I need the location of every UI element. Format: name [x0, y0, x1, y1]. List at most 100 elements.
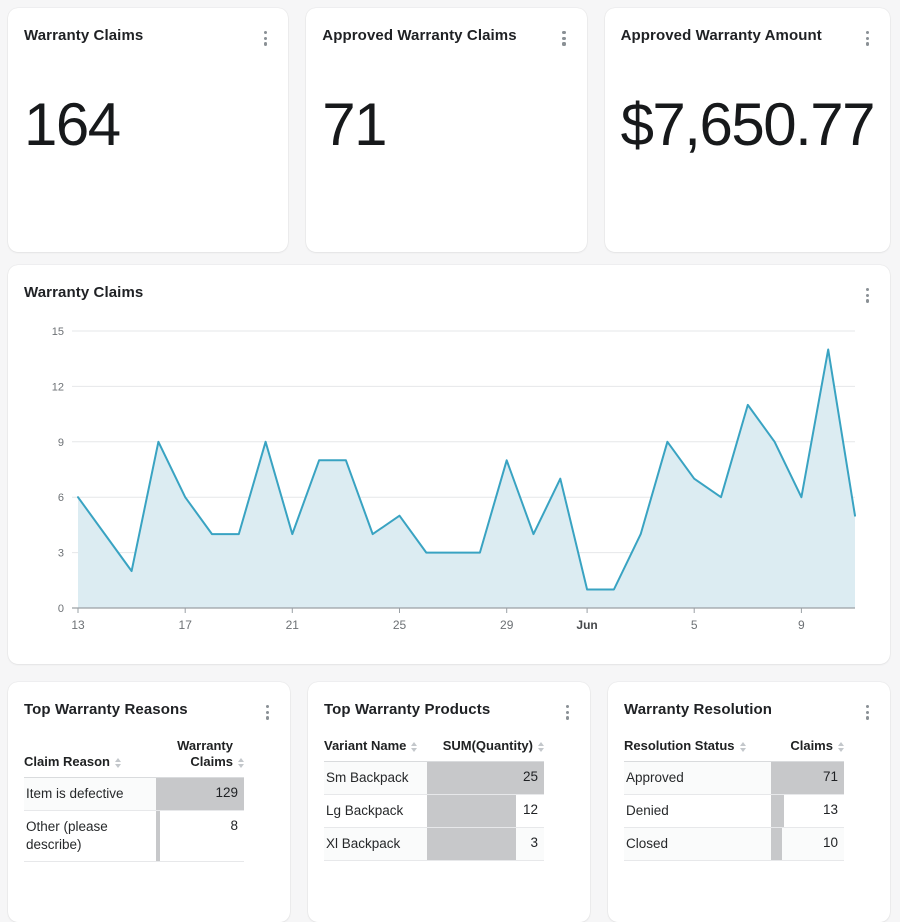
y-axis-tick-label: 3	[58, 547, 64, 559]
kebab-menu-icon[interactable]	[557, 27, 570, 50]
area-chart-svg: 0 3 6 9 12 15 13 17 21 25 29 Jun 5 9	[52, 326, 856, 632]
table-card-top-warranty-products: Top Warranty Products Variant Name SUM(Qu…	[308, 682, 590, 922]
value-bar	[427, 761, 544, 794]
card-header: Approved Warranty Claims	[322, 26, 570, 50]
y-axis-tick-label: 12	[52, 381, 64, 393]
card-title: Top Warranty Reasons	[24, 701, 188, 718]
card-title: Approved Warranty Claims	[322, 27, 517, 44]
kebab-menu-icon[interactable]	[259, 27, 272, 50]
card-header: Top Warranty Products	[324, 700, 574, 724]
value-bar	[427, 794, 516, 827]
row-label: Item is defective	[26, 785, 124, 801]
row-value: 8	[230, 817, 238, 833]
y-axis-tick-label: 15	[52, 326, 64, 338]
table-body: Sm Backpack 25 Lg Backpack 12 Xl Backpack 3	[324, 761, 544, 861]
row-value: 25	[522, 768, 538, 784]
table-row: Sm Backpack 25	[324, 761, 544, 795]
sort-icon[interactable]	[739, 741, 746, 752]
kebab-menu-icon[interactable]	[861, 284, 874, 307]
table-row: Xl Backpack 3	[324, 827, 544, 861]
row-value-cell: 71	[771, 761, 844, 794]
row-label: Approved	[626, 769, 684, 785]
data-table: Claim Reason Warranty Claims Item is defec…	[24, 738, 244, 862]
value-bar	[771, 827, 783, 860]
row-label: Lg Backpack	[326, 802, 404, 818]
card-header: Warranty Resolution	[624, 700, 874, 724]
x-axis-tick-label: 13	[71, 618, 85, 632]
card-title: Warranty Resolution	[624, 701, 773, 718]
sort-icon[interactable]	[114, 757, 121, 768]
sort-icon[interactable]	[411, 741, 418, 752]
column-header: Resolution Status	[624, 738, 771, 754]
row-value-cell: 10	[771, 827, 844, 860]
column-header-label: Warranty Claims	[177, 737, 233, 769]
table-card-warranty-resolution: Warranty Resolution Resolution Status Cla…	[608, 682, 890, 922]
kpi-row: Warranty Claims 164 Approved Warranty Cl…	[8, 8, 890, 252]
row-label: Closed	[626, 835, 669, 851]
row-value: 10	[822, 834, 838, 850]
data-table: Resolution Status Claims Approved 71 Denied 1…	[624, 738, 844, 861]
card-title: Top Warranty Products	[324, 701, 491, 718]
area-fill	[78, 349, 855, 608]
column-header-label: Claims	[790, 737, 833, 753]
sort-down-arrow	[238, 763, 244, 768]
row-value-cell: 3	[427, 827, 544, 860]
card-title: Approved Warranty Amount	[620, 27, 822, 44]
sort-icon[interactable]	[238, 757, 244, 768]
table-body: Item is defective 129 Other (please descri…	[24, 777, 244, 862]
table-row: Approved 71	[624, 761, 844, 795]
table-header-row: Variant Name SUM(Quantity)	[324, 738, 544, 762]
kpi-value: 164	[24, 90, 121, 158]
row-value-cell: 12	[427, 794, 544, 827]
sort-up-arrow	[537, 741, 544, 746]
row-value: 3	[530, 834, 538, 850]
kebab-menu-icon[interactable]	[561, 701, 574, 724]
column-header: Claims	[771, 738, 844, 754]
table-row: Item is defective 129	[24, 777, 244, 811]
row-value: 71	[822, 768, 838, 784]
row-value: 129	[215, 784, 238, 800]
kpi-card-approved-warranty-amount: Approved Warranty Amount $7,650.77	[604, 8, 890, 252]
data-line	[77, 348, 856, 591]
kpi-card-approved-warranty-claims: Approved Warranty Claims 71	[306, 8, 587, 252]
card-header: Top Warranty Reasons	[24, 700, 274, 724]
y-axis-tick-label: 9	[58, 436, 64, 448]
y-axis-tick-label: 0	[58, 603, 64, 615]
sort-down-arrow	[537, 747, 544, 752]
card-title: Warranty Claims	[24, 284, 144, 301]
sort-icon[interactable]	[537, 741, 544, 752]
table-card-top-warranty-reasons: Top Warranty Reasons Claim Reason Warrant…	[8, 682, 290, 922]
value-bar	[771, 761, 844, 794]
tables-row: Top Warranty Reasons Claim Reason Warrant…	[8, 682, 890, 922]
column-header: Claim Reason	[24, 754, 156, 770]
table-row: Lg Backpack 12	[324, 794, 544, 828]
column-header-label: Variant Name	[324, 737, 407, 753]
sort-up-arrow	[837, 741, 844, 746]
sort-down-arrow	[739, 747, 746, 752]
data-table: Variant Name SUM(Quantity) Sm Backpack 25 Lg…	[324, 738, 544, 861]
kpi-value: 71	[322, 90, 387, 158]
sort-down-arrow	[411, 747, 418, 752]
sort-icon[interactable]	[837, 741, 844, 752]
row-value: 12	[522, 801, 538, 817]
kebab-menu-icon[interactable]	[861, 27, 874, 50]
y-axis-tick-label: 6	[58, 492, 64, 504]
row-label: Sm Backpack	[326, 769, 409, 785]
kebab-menu-icon[interactable]	[861, 701, 874, 724]
column-header-label: Claim Reason	[24, 753, 110, 769]
table-row: Closed 10	[624, 827, 844, 861]
card-header: Warranty Claims	[24, 26, 272, 50]
warranty-claims-area-chart: 0 3 6 9 12 15 13 17 21 25 29 Jun 5 9	[24, 317, 874, 635]
table-body: Approved 71 Denied 13 Closed 10	[624, 761, 844, 861]
card-header: Warranty Claims	[24, 283, 874, 307]
row-value-cell: 13	[771, 794, 844, 827]
x-axis-tick-label: 5	[691, 618, 698, 632]
sort-down-arrow	[114, 763, 121, 768]
kebab-menu-icon[interactable]	[261, 701, 274, 724]
card-header: Approved Warranty Amount	[621, 26, 874, 50]
row-value-cell: 8	[156, 810, 244, 861]
x-axis-tick-label: 21	[286, 618, 300, 632]
x-axis-tick-label: 17	[179, 618, 193, 632]
sort-up-arrow	[114, 757, 121, 762]
